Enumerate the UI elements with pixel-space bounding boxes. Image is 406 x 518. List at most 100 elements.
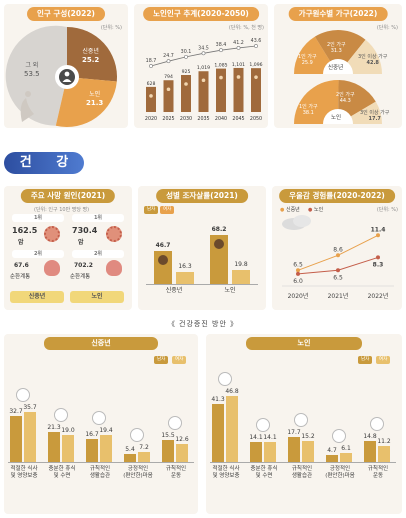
heart-icon xyxy=(44,260,60,276)
trend-pct-label: 34.5 xyxy=(198,45,209,51)
trend-pct-label: 18.7 xyxy=(146,58,157,64)
hm-category-label: 규칙적인 운동 xyxy=(367,466,389,479)
person-icon xyxy=(184,82,188,86)
trend-count-label: 1,085 xyxy=(214,63,227,69)
hm-value-male: 14.8 xyxy=(363,433,377,441)
population-pie xyxy=(5,25,118,127)
sex-group-label: 노인 xyxy=(224,287,236,294)
hm-bar-male xyxy=(288,437,300,462)
hm-value-female: 19.0 xyxy=(61,427,75,435)
hm-category-label: 규칙적인 생활습관 xyxy=(291,466,313,479)
trend-point xyxy=(201,51,206,56)
person-icon xyxy=(219,75,223,80)
sex-value-female: 16.3 xyxy=(178,263,192,271)
series-point-elderly xyxy=(376,233,380,238)
hm-value-female: 11.2 xyxy=(377,438,391,446)
sex-bar-female xyxy=(176,272,194,284)
trend-bar xyxy=(163,80,174,112)
hm-category-label: 충분한 휴식 및 수면 xyxy=(48,466,76,479)
series-point-midage xyxy=(296,271,300,276)
trend-point xyxy=(184,54,188,59)
trend-count-label: 1,096 xyxy=(249,62,262,68)
person-icon xyxy=(201,78,206,83)
value-label-elderly: 6.5 xyxy=(293,261,303,268)
year-label: 2022년 xyxy=(368,292,389,300)
value-label-midage: 6.5 xyxy=(333,274,343,281)
hm-bar-male xyxy=(124,454,136,462)
hh-bottom-s1: 1인 가구 38.1 xyxy=(299,104,318,117)
legend-b: ● 노인 xyxy=(308,207,324,213)
death-v2-elderly: 702.2 xyxy=(74,262,93,269)
death-unit: (단위: 인구 10만 명당 명) xyxy=(34,207,90,213)
health-mgmt-title: 《 건강증진 방안 》 xyxy=(167,320,239,328)
hh-top-center: 신중년 xyxy=(328,65,344,71)
hm-value-male: 14.1 xyxy=(249,434,263,442)
hm-value-male: 32.7 xyxy=(9,408,23,416)
hm-bar-male xyxy=(86,438,98,462)
elderly-trend-panel: 노인인구 추계(2020-2050) (단위: %, 천 명) 628 2020 7… xyxy=(134,4,268,128)
series-point-elderly xyxy=(336,253,340,258)
category-icon xyxy=(54,408,68,423)
trend-year-label: 2025 xyxy=(162,116,174,122)
legend-female: 여자 xyxy=(172,356,187,364)
hm-elderly-panel: 노인 남자 여자 41.3 46.8 적절한 식사 및 영양보충 14.1 14.1 충분… xyxy=(206,334,402,514)
death-group-midage: 신중년 xyxy=(10,291,64,303)
trend-point xyxy=(254,44,258,48)
trend-pct-label: 41.2 xyxy=(233,40,244,46)
trend-year-label: 2035 xyxy=(197,116,209,122)
hm-bar-female xyxy=(100,434,112,462)
hm-value-female: 46.8 xyxy=(225,388,239,396)
hh-bottom-center: 노인 xyxy=(331,115,342,121)
category-icon xyxy=(168,416,182,431)
population-title: 인구 구성(2022) xyxy=(27,7,105,21)
hm-bar-female xyxy=(264,442,276,462)
hm-value-female: 14.1 xyxy=(263,434,277,442)
sex-value-female: 19.8 xyxy=(234,260,248,268)
hm-category-label: 긍정적인 (편안한)마음 xyxy=(325,466,355,479)
value-label-elderly: 11.4 xyxy=(371,226,386,233)
hm-value-female: 6.1 xyxy=(341,445,351,453)
heart-icon xyxy=(106,260,122,276)
hm-category-label: 규칙적인 생활습관 xyxy=(89,466,111,479)
hm-value-female: 7.2 xyxy=(139,443,149,451)
sex-bar-female xyxy=(232,269,250,284)
trend-count-label: 1,019 xyxy=(197,65,210,71)
hm-bar-female xyxy=(138,451,150,462)
hm-midage-panel: 신중년 남자 여자 32.7 35.7 적절한 식사 및 영양보충 21.3 19.0 충… xyxy=(4,334,198,514)
hm-bar-male xyxy=(364,441,376,462)
hm-value-male: 16.7 xyxy=(85,430,99,438)
hm-bar-female xyxy=(302,440,314,462)
sexratio-chart: 46.7 16.3 신중년 68.2 19.8 노인 xyxy=(138,186,266,310)
sex-value-male: 46.7 xyxy=(155,241,171,249)
series-point-midage xyxy=(376,255,380,260)
pie-label-midage: 신중년 25.2 xyxy=(82,48,100,64)
trend-count-label: 1,101 xyxy=(232,62,245,68)
trend-bar xyxy=(146,86,156,112)
category-icon xyxy=(294,413,308,428)
death-title: 주요 사망 원인(2021) xyxy=(20,189,116,203)
hm-bar-male xyxy=(10,416,22,462)
trend-pct-label: 30.1 xyxy=(181,49,192,55)
x-axis xyxy=(146,284,258,285)
hm-bar-male xyxy=(162,440,174,462)
category-icon xyxy=(256,418,270,433)
trend-count-label: 628 xyxy=(147,81,156,87)
hm-elderly-chart: 41.3 46.8 적절한 식사 및 영양보충 14.1 14.1 충분한 휴식 및 수면… xyxy=(206,334,402,514)
hm-value-male: 5.4 xyxy=(125,446,135,454)
households-semicircles xyxy=(294,30,382,124)
depression-unit: (단위: %) xyxy=(376,207,398,213)
trend-point xyxy=(236,46,241,50)
hm-category-label: 충분한 휴식 및 수면 xyxy=(250,466,278,479)
hm-value-male: 4.7 xyxy=(327,447,337,455)
person-icon xyxy=(166,87,171,92)
hm-bar-female xyxy=(378,446,390,462)
legend-a: ● 신중년 xyxy=(280,207,300,213)
legend-female: 여자 xyxy=(160,206,175,214)
trend-point xyxy=(166,59,171,64)
pie-label-elderly: 노인 21.3 xyxy=(86,91,104,107)
value-label-midage: 8.3 xyxy=(373,261,384,268)
trend-year-label: 2040 xyxy=(215,116,227,122)
death-rank1-midage: 1위 xyxy=(12,214,64,222)
year-label: 2020년 xyxy=(288,292,309,300)
trend-count-label: 794 xyxy=(164,74,173,80)
